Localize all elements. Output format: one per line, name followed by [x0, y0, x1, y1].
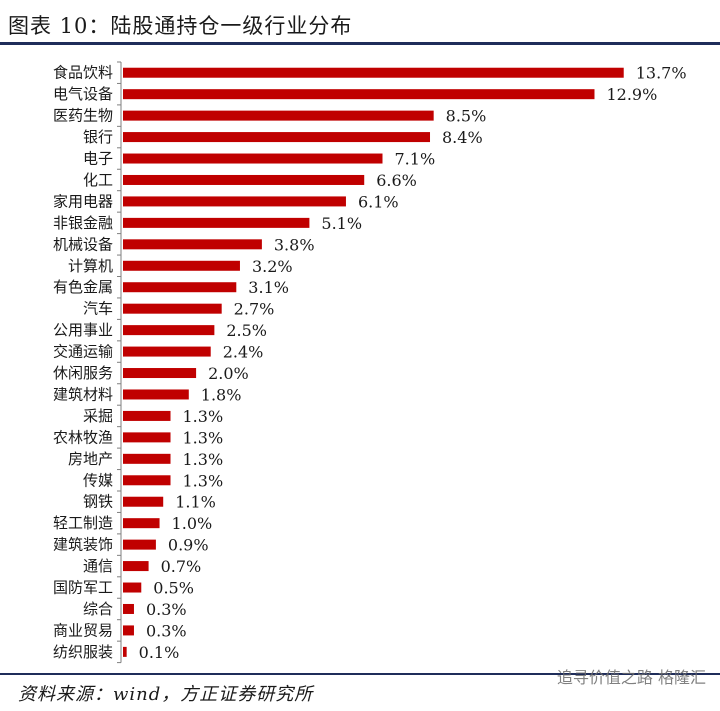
bar — [123, 453, 171, 464]
data-label: 1.3% — [183, 428, 224, 447]
data-label: 0.3% — [146, 621, 187, 640]
data-label: 1.1% — [175, 493, 216, 512]
bar — [123, 282, 237, 293]
bar — [123, 153, 383, 164]
data-label: 8.4% — [442, 128, 483, 147]
category-label: 商业贸易 — [53, 621, 113, 639]
bar — [123, 368, 197, 379]
bar — [123, 303, 222, 314]
category-label: 非银金融 — [53, 214, 113, 232]
data-label: 5.1% — [321, 214, 362, 233]
data-label: 13.7% — [636, 64, 687, 83]
data-label: 0.3% — [146, 600, 187, 619]
page-title: 图表 10：陆股通持仓一级行业分布 — [8, 14, 353, 38]
category-label: 农林牧渔 — [53, 428, 113, 446]
bar — [123, 496, 164, 507]
data-label: 7.1% — [395, 150, 436, 169]
bar — [123, 410, 171, 421]
data-label: 2.4% — [223, 343, 264, 362]
category-label: 钢铁 — [83, 493, 113, 511]
bar — [123, 174, 365, 185]
bar — [123, 196, 346, 207]
category-label: 采掘 — [83, 407, 113, 425]
category-label: 计算机 — [68, 257, 113, 275]
data-label: 2.7% — [234, 300, 275, 319]
bar — [123, 89, 595, 100]
source-divider — [0, 673, 720, 675]
bar — [123, 625, 134, 636]
data-label: 0.5% — [153, 579, 194, 598]
bar — [123, 603, 134, 614]
data-label: 1.8% — [201, 385, 242, 404]
data-label: 6.1% — [358, 192, 399, 211]
bar-chart: 食品饮料电气设备医药生物银行电子化工家用电器非银金融机械设备计算机有色金属汽车公… — [53, 61, 687, 664]
category-label: 房地产 — [68, 450, 113, 468]
category-label: 医药生物 — [53, 107, 113, 125]
category-label: 交通运输 — [53, 343, 113, 361]
category-label: 公用事业 — [53, 321, 113, 339]
category-label: 有色金属 — [53, 278, 113, 296]
bar — [123, 518, 160, 529]
category-label: 通信 — [83, 557, 113, 575]
data-label: 0.1% — [139, 643, 180, 662]
bar — [123, 325, 215, 336]
category-label: 传媒 — [83, 471, 113, 489]
category-label: 化工 — [83, 171, 113, 189]
bar — [123, 561, 149, 572]
data-label: 0.7% — [161, 557, 202, 576]
category-label: 轻工制造 — [53, 514, 113, 532]
bar — [123, 582, 142, 593]
category-label: 家用电器 — [53, 192, 113, 210]
bar — [123, 132, 431, 143]
category-label: 建筑材料 — [53, 385, 113, 403]
source-note: 资料来源：wind，方正证券研究所 — [18, 684, 314, 705]
category-label: 电子 — [83, 150, 113, 168]
category-label: 食品饮料 — [53, 64, 113, 82]
bar — [123, 432, 171, 443]
category-label: 银行 — [83, 128, 113, 146]
category-label: 汽车 — [83, 300, 113, 318]
bar — [123, 260, 240, 271]
data-label: 1.0% — [172, 514, 213, 533]
bar — [123, 217, 310, 228]
bar — [123, 646, 127, 657]
bar — [123, 67, 624, 78]
data-label: 3.2% — [252, 257, 293, 276]
category-label: 纺织服装 — [53, 643, 113, 661]
bar — [123, 346, 211, 357]
data-label: 3.8% — [274, 235, 315, 254]
data-label: 0.9% — [168, 536, 209, 555]
data-label: 8.5% — [446, 107, 487, 126]
data-label: 1.3% — [183, 450, 224, 469]
data-label: 6.6% — [376, 171, 417, 190]
title-divider — [0, 42, 720, 45]
data-label: 2.5% — [226, 321, 267, 340]
category-label: 电气设备 — [53, 85, 113, 103]
data-label: 2.0% — [208, 364, 249, 383]
category-label: 综合 — [83, 600, 113, 618]
watermark-logo: 追寻价值之路 格隆汇 — [556, 668, 706, 687]
bar — [123, 539, 156, 550]
data-label: 3.1% — [248, 278, 289, 297]
bar — [123, 475, 171, 486]
category-label: 国防军工 — [53, 579, 113, 597]
data-label: 12.9% — [606, 85, 657, 104]
category-label: 休闲服务 — [53, 364, 113, 382]
category-label: 建筑装饰 — [53, 536, 113, 554]
bar — [123, 239, 262, 250]
bar — [123, 110, 434, 121]
bar — [123, 389, 189, 400]
data-label: 1.3% — [183, 471, 224, 490]
category-label: 机械设备 — [53, 235, 113, 253]
data-label: 1.3% — [183, 407, 224, 426]
